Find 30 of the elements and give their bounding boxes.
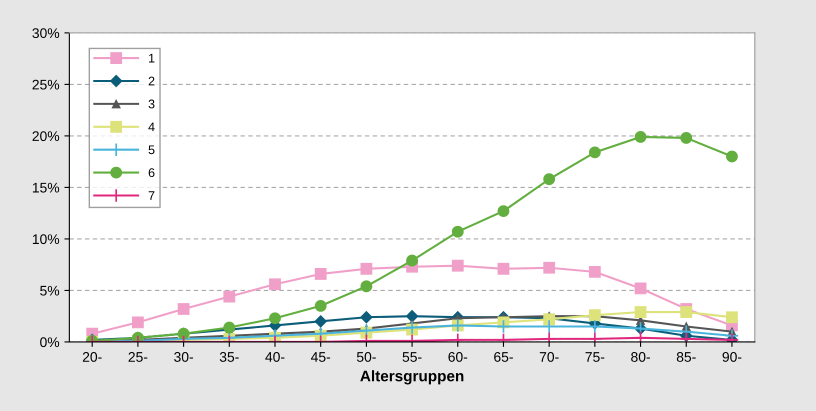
y-tick-label: 10% <box>32 234 60 244</box>
x-tick-label: 40- <box>265 352 284 362</box>
legend-label: 6 <box>148 168 154 178</box>
x-tick-label: 35- <box>220 352 239 362</box>
legend-label: 7 <box>148 191 154 200</box>
x-tick-label: 85- <box>676 352 696 362</box>
y-tick-label: 25% <box>32 80 60 90</box>
x-tick-label: 75- <box>586 352 604 362</box>
legend-label: 5 <box>148 145 154 154</box>
x-tick-label: 55- <box>402 352 422 362</box>
x-tick-label: 60- <box>448 352 468 362</box>
y-tick-label: 0% <box>40 337 60 348</box>
legend-label: 3 <box>148 100 154 108</box>
x-tick-label: 30- <box>174 352 194 362</box>
x-tick-label: 20- <box>82 352 102 362</box>
legend-label: 2 <box>148 76 154 86</box>
x-tick-label: 25- <box>128 352 148 362</box>
x-tick-label: 65- <box>494 352 513 362</box>
x-tick-label: 50- <box>356 352 376 362</box>
legend-label: 4 <box>148 122 155 132</box>
x-tick-label: 70- <box>540 352 559 362</box>
x-tick-label: 80- <box>631 352 650 362</box>
y-tick-label: 20% <box>32 131 60 142</box>
x-axis-title: Altersgruppen <box>360 370 464 384</box>
x-tick-label: 45- <box>310 352 330 362</box>
legend-label: 1 <box>149 54 154 62</box>
y-tick-label: 30% <box>32 28 60 38</box>
y-tick-label: 15% <box>32 182 60 193</box>
y-tick-label: 5% <box>40 286 60 296</box>
x-tick-label: 90- <box>722 352 742 362</box>
